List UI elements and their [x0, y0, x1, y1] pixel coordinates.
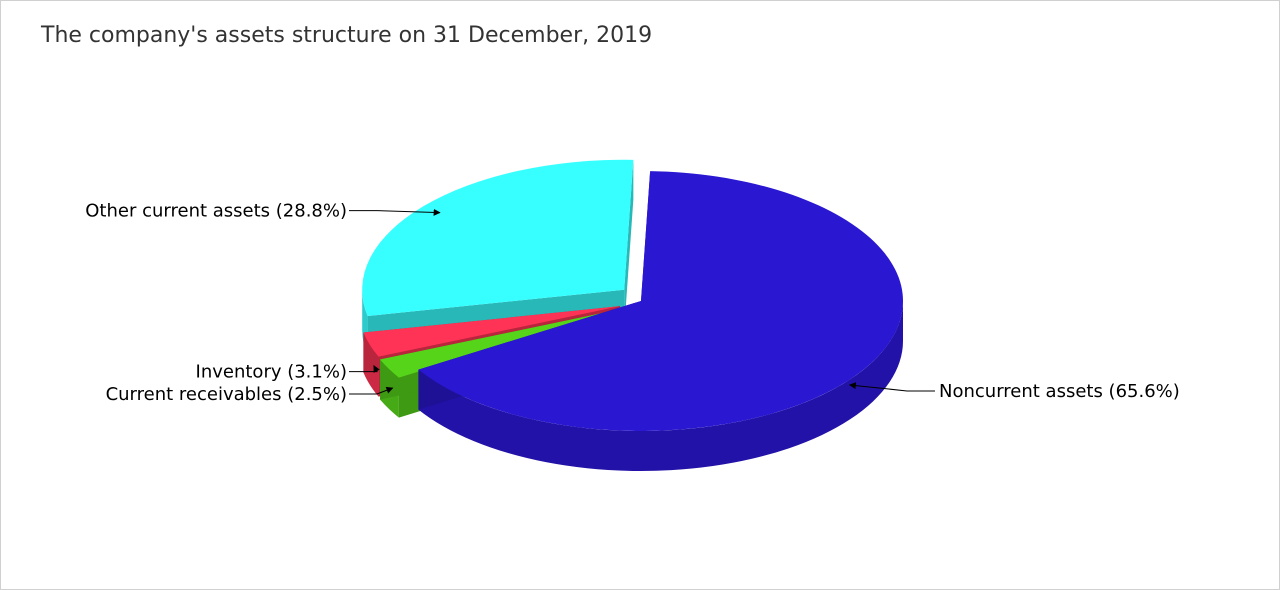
slice-label-other-current-assets: Other current assets (28.8%) — [85, 201, 347, 222]
slice-top-noncurrent-assets — [418, 171, 904, 431]
chart-title: The company's assets structure on 31 Dec… — [41, 23, 653, 48]
leader-line-noncurrent-assets — [848, 382, 935, 392]
slice-noncurrent-assets — [418, 171, 904, 471]
slice-label-noncurrent-assets: Noncurrent assets (65.6%) — [939, 381, 1180, 402]
leader-line-other-current-assets — [349, 208, 441, 216]
slice-label-current-receivables: Current receivables (2.5%) — [106, 384, 347, 405]
leader-line-inventory — [349, 365, 380, 373]
slice-label-inventory: Inventory (3.1%) — [196, 362, 347, 383]
slice-face-other-current-assets — [624, 159, 634, 330]
slice-wall-noncurrent-assets — [418, 301, 903, 471]
slice-top-inventory — [363, 306, 620, 357]
leader-line-current-receivables — [349, 386, 394, 395]
slice-top-other-current-assets — [362, 159, 634, 317]
